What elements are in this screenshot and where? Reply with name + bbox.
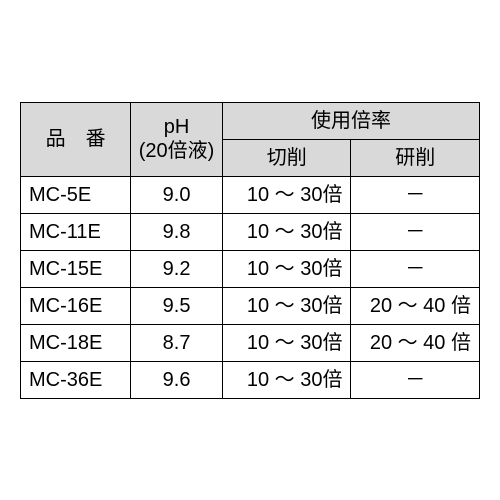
cell-part-no: MC-18E: [21, 324, 131, 361]
table-row: MC-18E 8.7 10 ～ 30倍 20 ～ 40 倍: [21, 324, 480, 361]
cell-grinding: 20 ～ 40 倍: [351, 324, 480, 361]
cell-ph: 9.2: [131, 250, 223, 287]
header-cutting: 切削: [222, 139, 351, 176]
table-body: MC-5E 9.0 10 ～ 30倍 － MC-11E 9.8 10 ～ 30倍…: [21, 176, 480, 398]
cell-grinding: －: [351, 361, 480, 398]
cell-part-no: MC-36E: [21, 361, 131, 398]
cell-ph: 9.8: [131, 213, 223, 250]
header-ph-line2: (20倍液): [139, 140, 215, 162]
header-part-no: 品 番: [21, 102, 131, 176]
cell-part-no: MC-11E: [21, 213, 131, 250]
cell-part-no: MC-16E: [21, 287, 131, 324]
header-grinding: 研削: [351, 139, 480, 176]
table-row: MC-11E 9.8 10 ～ 30倍 －: [21, 213, 480, 250]
cell-ph: 9.6: [131, 361, 223, 398]
header-usage-rate: 使用倍率: [222, 102, 479, 139]
cell-cutting: 10 ～ 30倍: [222, 287, 351, 324]
spec-table: 品 番 pH (20倍液) 使用倍率 切削 研削 MC-5E 9.0 10 ～ …: [20, 102, 480, 399]
cell-cutting: 10 ～ 30倍: [222, 324, 351, 361]
cell-cutting: 10 ～ 30倍: [222, 361, 351, 398]
cell-grinding: －: [351, 213, 480, 250]
header-ph-line1: pH: [164, 116, 190, 138]
cell-ph: 9.0: [131, 176, 223, 213]
table-header: 品 番 pH (20倍液) 使用倍率 切削 研削: [21, 102, 480, 176]
cell-ph: 8.7: [131, 324, 223, 361]
table-row: MC-36E 9.6 10 ～ 30倍 －: [21, 361, 480, 398]
cell-part-no: MC-5E: [21, 176, 131, 213]
cell-grinding: －: [351, 176, 480, 213]
table-row: MC-5E 9.0 10 ～ 30倍 －: [21, 176, 480, 213]
cell-cutting: 10 ～ 30倍: [222, 176, 351, 213]
spec-table-container: 品 番 pH (20倍液) 使用倍率 切削 研削 MC-5E 9.0 10 ～ …: [20, 102, 480, 399]
header-ph: pH (20倍液): [131, 102, 223, 176]
cell-grinding: 20 ～ 40 倍: [351, 287, 480, 324]
cell-ph: 9.5: [131, 287, 223, 324]
cell-part-no: MC-15E: [21, 250, 131, 287]
cell-cutting: 10 ～ 30倍: [222, 213, 351, 250]
cell-grinding: －: [351, 250, 480, 287]
cell-cutting: 10 ～ 30倍: [222, 250, 351, 287]
table-row: MC-15E 9.2 10 ～ 30倍 －: [21, 250, 480, 287]
table-row: MC-16E 9.5 10 ～ 30倍 20 ～ 40 倍: [21, 287, 480, 324]
